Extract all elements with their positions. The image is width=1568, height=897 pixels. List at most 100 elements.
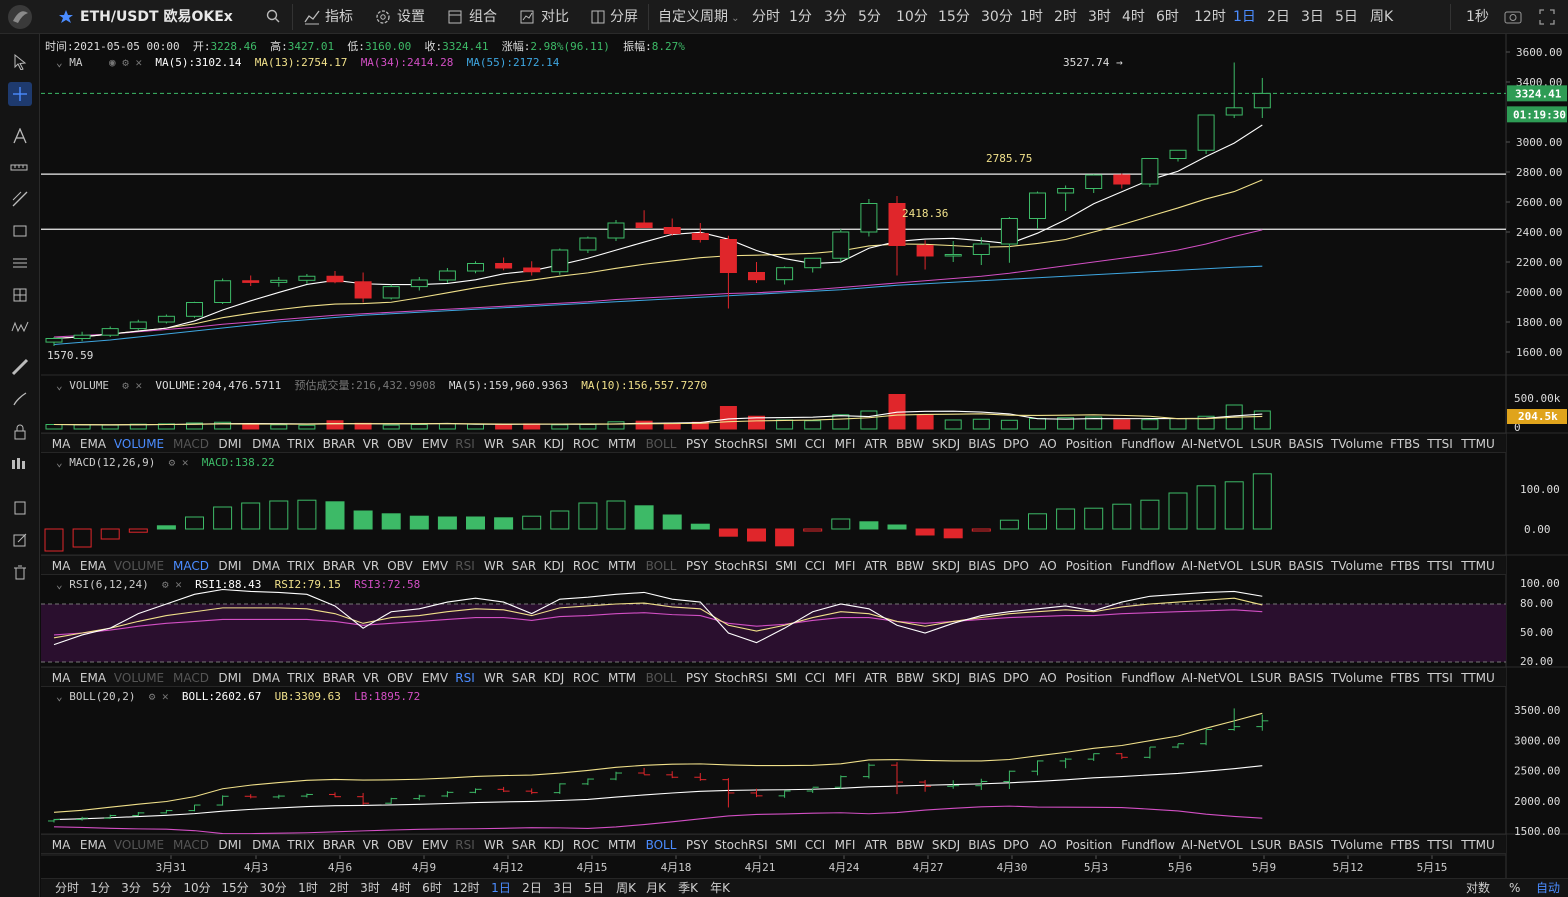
indicator-tab-mfi[interactable]: MFI [834,671,856,685]
indicator-tab-ema[interactable]: EMA [79,838,107,852]
indicator-tab-bias[interactable]: BIAS [968,437,996,451]
indicator-tab-bbw[interactable]: BBW [896,437,924,451]
indicator-tab-position[interactable]: Position [1065,838,1113,852]
indicator-tab-cci[interactable]: CCI [804,671,826,685]
collapse-chevron-icon[interactable]: ⌄ [56,456,63,469]
indicator-tab-dma[interactable]: DMA [252,559,280,573]
custom-period-dropdown[interactable]: 自定义周期 ⌄ [658,9,740,25]
indicator-tab-atr[interactable]: ATR [864,437,888,451]
period-14[interactable]: 2日 [1267,9,1290,25]
period-16[interactable]: 5日 [1335,9,1358,25]
gear-icon[interactable]: ⚙ [122,379,129,392]
indicator-tab-smi[interactable]: SMI [775,838,797,852]
indicator-tab-kdj[interactable]: KDJ [543,838,565,852]
trend-line-icon[interactable] [8,187,32,211]
indicator-tab-basis[interactable]: BASIS [1288,559,1324,573]
symbol-title[interactable]: ETH/USDT 欧易OKEx [80,9,233,25]
indicator-tab-ai-netvol[interactable]: AI-NetVOL [1181,671,1243,685]
compare-button[interactable]: 对比 [519,0,569,34]
period-6[interactable]: 30分 [981,9,1013,25]
wave-tool-icon[interactable] [8,315,32,339]
indicator-tab-ftbs[interactable]: FTBS [1390,559,1420,573]
indicator-tab-stochrsi[interactable]: StochRSI [714,559,768,573]
collapse-chevron-icon[interactable]: ⌄ [56,578,63,591]
period-10[interactable]: 4时 [1122,9,1145,25]
indicator-tab-boll[interactable]: BOLL [645,437,677,451]
indicator-tab-boll[interactable]: BOLL [645,671,677,685]
indicator-tab-kdj[interactable]: KDJ [543,437,565,451]
indicator-tab-ema[interactable]: EMA [79,437,107,451]
period-7[interactable]: 1时 [1020,9,1043,25]
period-8[interactable]: 2时 [1054,9,1077,25]
lock-icon[interactable] [8,420,32,444]
period-17[interactable]: 周K [1370,9,1394,25]
indicator-tab-wr[interactable]: WR [483,559,505,573]
measure-icon[interactable] [8,355,32,379]
bottom-period-9[interactable]: 3时 [360,881,380,895]
indicator-tab-basis[interactable]: BASIS [1288,437,1324,451]
indicator-tab-dpo[interactable]: DPO [1003,437,1029,451]
gear-icon[interactable]: ⚙ [161,578,169,591]
brush-icon[interactable] [8,387,32,411]
eye-icon[interactable]: ◉ [109,56,116,69]
indicator-tab-macd[interactable]: MACD [173,671,209,685]
indicator-tab-smi[interactable]: SMI [775,559,797,573]
indicator-tab-volume[interactable]: VOLUME [113,671,165,685]
indicator-tab-wr[interactable]: WR [483,671,505,685]
bottom-period-4[interactable]: 10分 [183,881,211,895]
bottom-period-12[interactable]: 12时 [452,881,480,895]
indicator-tab-skdj[interactable]: SKDJ [931,838,961,852]
indicator-tab-ai-netvol[interactable]: AI-NetVOL [1181,559,1243,573]
close-icon[interactable]: ✕ [135,56,143,69]
indicator-tab-ma[interactable]: MA [51,671,71,685]
period-12[interactable]: 12时 [1194,9,1226,25]
indicator-tab-sar[interactable]: SAR [511,437,537,451]
indicator-tab-smi[interactable]: SMI [775,671,797,685]
rectangle-tool-icon[interactable] [8,219,32,243]
bottom-period-0[interactable]: 分时 [54,881,80,895]
indicator-tab-boll[interactable]: BOLL [645,838,677,852]
indicator-tab-bias[interactable]: BIAS [968,671,996,685]
bottom-period-10[interactable]: 4时 [391,881,411,895]
indicator-tab-skdj[interactable]: SKDJ [931,559,961,573]
indicator-tab-dpo[interactable]: DPO [1003,838,1029,852]
indicator-tab-tvolume[interactable]: TVolume [1331,437,1383,451]
bottom-period-7[interactable]: 1时 [298,881,318,895]
bottom-period-16[interactable]: 5日 [584,881,604,895]
indicator-tab-roc[interactable]: ROC [572,838,600,852]
indicator-tab-trix[interactable]: TRIX [287,838,315,852]
indicator-tab-trix[interactable]: TRIX [287,437,315,451]
indicator-tab-macd[interactable]: MACD [173,838,209,852]
period-3[interactable]: 5分 [858,9,881,25]
indicator-tab-bias[interactable]: BIAS [968,838,996,852]
indicator-tab-mtm[interactable]: MTM [607,671,637,685]
bottom-period-18[interactable]: 月K [646,881,666,895]
indicator-tab-bbw[interactable]: BBW [896,838,924,852]
indicator-tab-ao[interactable]: AO [1039,559,1057,573]
indicator-tab-dma[interactable]: DMA [252,671,280,685]
indicator-tab-atr[interactable]: ATR [864,838,888,852]
indicator-tab-emv[interactable]: EMV [421,559,449,573]
indicator-tab-atr[interactable]: ATR [864,671,888,685]
indicator-tab-sar[interactable]: SAR [511,559,537,573]
indicator-tab-roc[interactable]: ROC [572,559,600,573]
indicator-tab-atr[interactable]: ATR [864,559,888,573]
indicator-tab-dmi[interactable]: DMI [218,559,242,573]
indicator-tab-lsur[interactable]: LSUR [1250,437,1282,451]
indicator-tab-ai-netvol[interactable]: AI-NetVOL [1181,437,1243,451]
bottom-period-14[interactable]: 2日 [522,881,542,895]
bottom-period-19[interactable]: 季K [678,881,698,895]
indicator-tab-skdj[interactable]: SKDJ [931,437,961,451]
indicator-tab-vr[interactable]: VR [362,671,380,685]
settings-button[interactable]: 设置 [375,0,425,34]
period-0[interactable]: 分时 [752,9,780,25]
indicator-tab-stochrsi[interactable]: StochRSI [714,671,768,685]
indicator-tab-dpo[interactable]: DPO [1003,559,1029,573]
indicator-tab-dmi[interactable]: DMI [218,437,242,451]
indicator-tab-ttsi[interactable]: TTSI [1427,559,1453,573]
magnet-icon[interactable] [8,452,32,476]
period-1[interactable]: 1分 [789,9,812,25]
edit-icon[interactable] [8,528,32,552]
indicator-tab-ftbs[interactable]: FTBS [1390,437,1420,451]
indicator-tab-dmi[interactable]: DMI [218,838,242,852]
